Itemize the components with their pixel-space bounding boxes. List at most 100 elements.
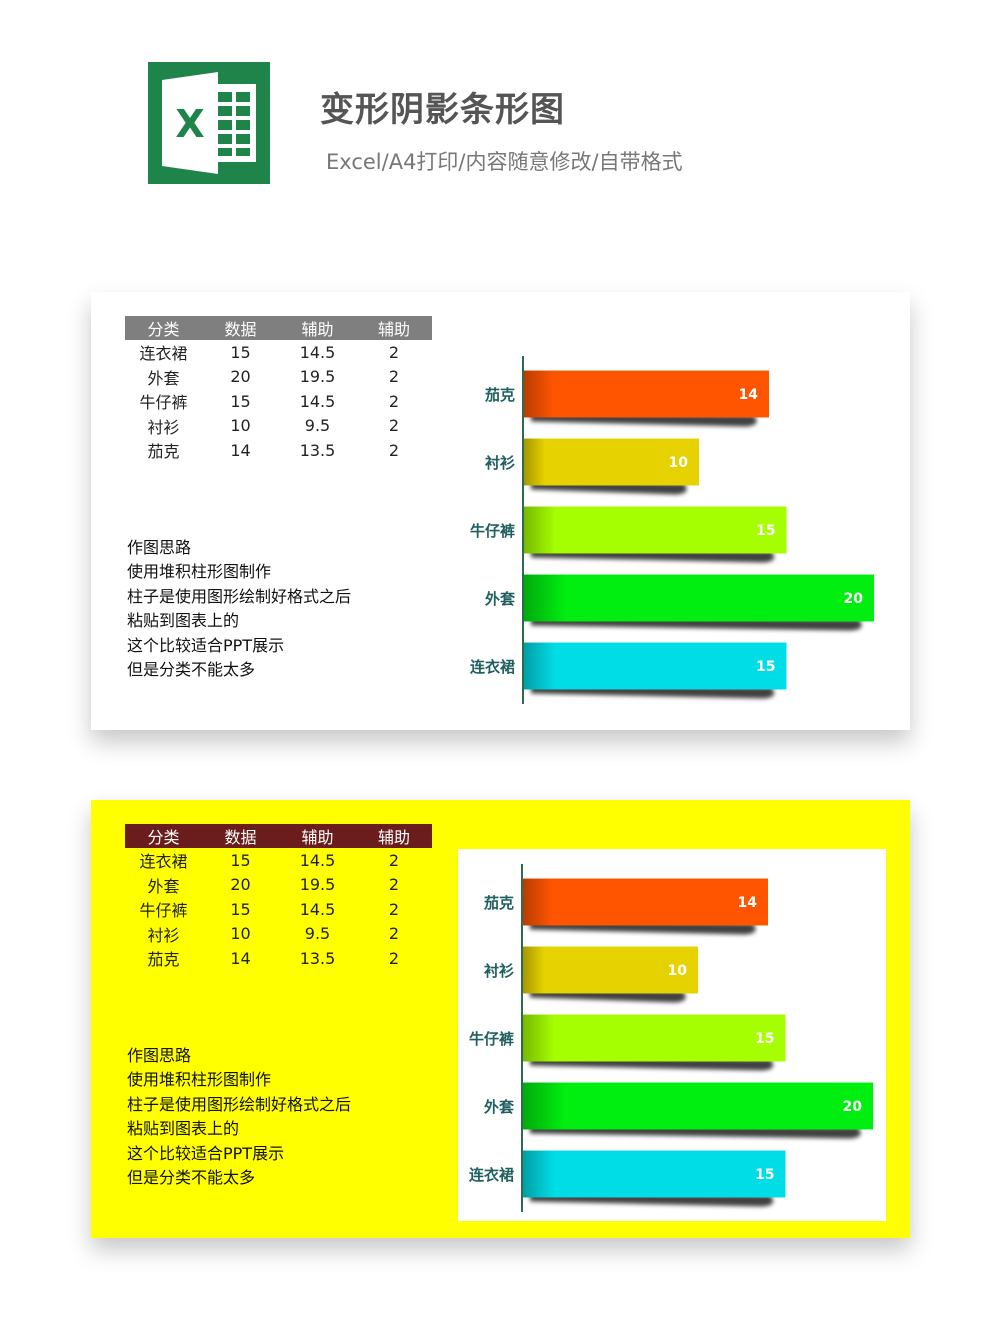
data-table: 分类 数据 辅助 辅助 连衣裙 15 14.5 2 外套 20 19.5 2 牛…: [125, 824, 432, 971]
table-cell: 2: [388, 899, 400, 919]
note-line: 柱子是使用图形绘制好格式之后: [127, 586, 352, 606]
table-cell: 2: [388, 391, 400, 411]
excel-logo: X: [148, 62, 270, 184]
table-cell: 14: [230, 440, 251, 460]
table-row: 连衣裙 15 14.5 2: [125, 848, 432, 873]
bar-chart: 14 茄克 10 衬衫 15 牛仔裤 20 外套 15 连衣裙: [461, 352, 881, 704]
category-label: 连衣裙: [469, 1166, 514, 1184]
table-row: 牛仔裤 15 14.5 2: [125, 897, 432, 922]
table-cell: 20: [230, 367, 251, 387]
table-cell: 2: [388, 850, 400, 870]
note-line: 粘贴到图表上的: [127, 1119, 240, 1139]
data-label: 10: [669, 455, 689, 471]
chart-panel-yellow: 分类 数据 辅助 辅助 连衣裙 15 14.5 2 外套 20 19.5 2 牛…: [91, 800, 910, 1238]
note-line: 使用堆积柱形图制作: [127, 562, 272, 582]
table-cell: 14.5: [299, 899, 336, 919]
excel-icon: X: [148, 62, 270, 184]
table-cell: 连衣裙: [139, 852, 188, 872]
table-row: 外套 20 19.5 2: [125, 365, 432, 390]
table-cell: 茄克: [147, 950, 180, 970]
table-cell: 20: [230, 875, 251, 895]
bar: [524, 574, 874, 622]
table-cell: 衬衫: [147, 925, 180, 945]
data-label: 10: [668, 963, 688, 979]
table-header-cell: 数据: [202, 824, 279, 848]
table-cell: 14: [230, 948, 251, 968]
table-cell: 衬衫: [147, 417, 180, 437]
bar: [523, 1014, 786, 1062]
note-line: 粘贴到图表上的: [127, 611, 240, 631]
table-header-row: 分类 数据 辅助 辅助: [125, 316, 432, 340]
table-header-cell: 辅助: [279, 316, 356, 340]
note-line: 柱子是使用图形绘制好格式之后: [127, 1094, 352, 1114]
bar: [523, 1082, 873, 1130]
data-label: 14: [738, 895, 758, 911]
chart-svg: 14 茄克 10 衬衫 15 牛仔裤 20 外套 15 连衣裙: [470, 356, 874, 704]
note-line: 这个比较适合PPT展示: [127, 635, 285, 655]
data-label: 14: [739, 387, 759, 403]
bar: [523, 1150, 786, 1198]
note-line: 但是分类不能太多: [127, 660, 256, 680]
table-cell: 2: [388, 440, 400, 460]
data-label: 15: [755, 1031, 774, 1047]
bar: [523, 878, 768, 926]
data-label: 15: [756, 523, 775, 539]
table-cell: 2: [388, 367, 400, 387]
category-label: 衬衫: [485, 454, 515, 472]
table-header-cell: 辅助: [279, 824, 356, 848]
note-line: 这个比较适合PPT展示: [127, 1143, 285, 1163]
data-label: 20: [843, 1099, 863, 1115]
category-label: 牛仔裤: [469, 1030, 514, 1048]
table-header-cell: 数据: [202, 316, 279, 340]
note-line: 作图思路: [127, 1046, 192, 1065]
table-row: 茄克 14 13.5 2: [125, 946, 432, 971]
note-line: 使用堆积柱形图制作: [127, 1070, 272, 1090]
category-label: 外套: [484, 590, 516, 608]
table-cell: 茄克: [147, 442, 180, 462]
bar-chart: 14 茄克 10 衬衫 15 牛仔裤 20 外套 15 连衣裙: [460, 860, 880, 1212]
table-cell: 外套: [147, 368, 180, 388]
bar: [524, 370, 769, 418]
table-cell: 牛仔裤: [139, 393, 188, 413]
note-line: 作图思路: [127, 538, 192, 557]
category-label: 衬衫: [484, 962, 514, 980]
data-label: 20: [844, 591, 864, 607]
category-label: 连衣裙: [470, 658, 515, 676]
category-label: 茄克: [484, 386, 515, 404]
category-label: 牛仔裤: [470, 522, 515, 540]
svg-text:X: X: [175, 102, 204, 146]
table-cell: 10: [230, 416, 251, 436]
table-cell: 19.5: [299, 367, 336, 387]
table-cell: 15: [230, 342, 251, 362]
chart-svg: 14 茄克 10 衬衫 15 牛仔裤 20 外套 15 连衣裙: [469, 864, 873, 1212]
method-notes: 作图思路 使用堆积柱形图制作 柱子是使用图形绘制好格式之后 粘贴到图表上的 这个…: [127, 536, 351, 682]
table-cell: 14.5: [299, 342, 336, 362]
page-subtitle: Excel/A4打印/内容随意修改/自带格式: [326, 150, 683, 174]
table-cell: 9.5: [304, 924, 331, 944]
table-header-row: 分类 数据 辅助 辅助: [125, 824, 432, 848]
table-cell: 15: [230, 850, 251, 870]
table-header-cell: 辅助: [356, 824, 432, 848]
table-cell: 2: [388, 342, 400, 362]
note-line: 但是分类不能太多: [127, 1168, 256, 1188]
category-label: 茄克: [483, 894, 514, 912]
table-row: 衬衫 10 9.5 2: [125, 414, 432, 439]
table-cell: 13.5: [299, 440, 336, 460]
table-row: 连衣裙 15 14.5 2: [125, 340, 432, 365]
data-label: 15: [756, 659, 775, 675]
chart-panel-white: 分类 数据 辅助 辅助 连衣裙 15 14.5 2 外套 20 19.5 2 牛…: [91, 292, 910, 730]
table-header-cell: 分类: [125, 316, 202, 340]
table-cell: 牛仔裤: [139, 901, 188, 921]
bar: [524, 438, 699, 486]
bar: [524, 506, 787, 554]
table-cell: 连衣裙: [139, 344, 188, 364]
table-cell: 19.5: [299, 875, 336, 895]
table-header-cell: 辅助: [356, 316, 432, 340]
table-cell: 15: [230, 391, 251, 411]
table-cell: 9.5: [304, 416, 331, 436]
table-row: 牛仔裤 15 14.5 2: [125, 389, 432, 414]
table-cell: 2: [388, 416, 400, 436]
table-cell: 2: [388, 948, 400, 968]
table-cell: 15: [230, 899, 251, 919]
page-title: 变形阴影条形图: [320, 90, 565, 130]
